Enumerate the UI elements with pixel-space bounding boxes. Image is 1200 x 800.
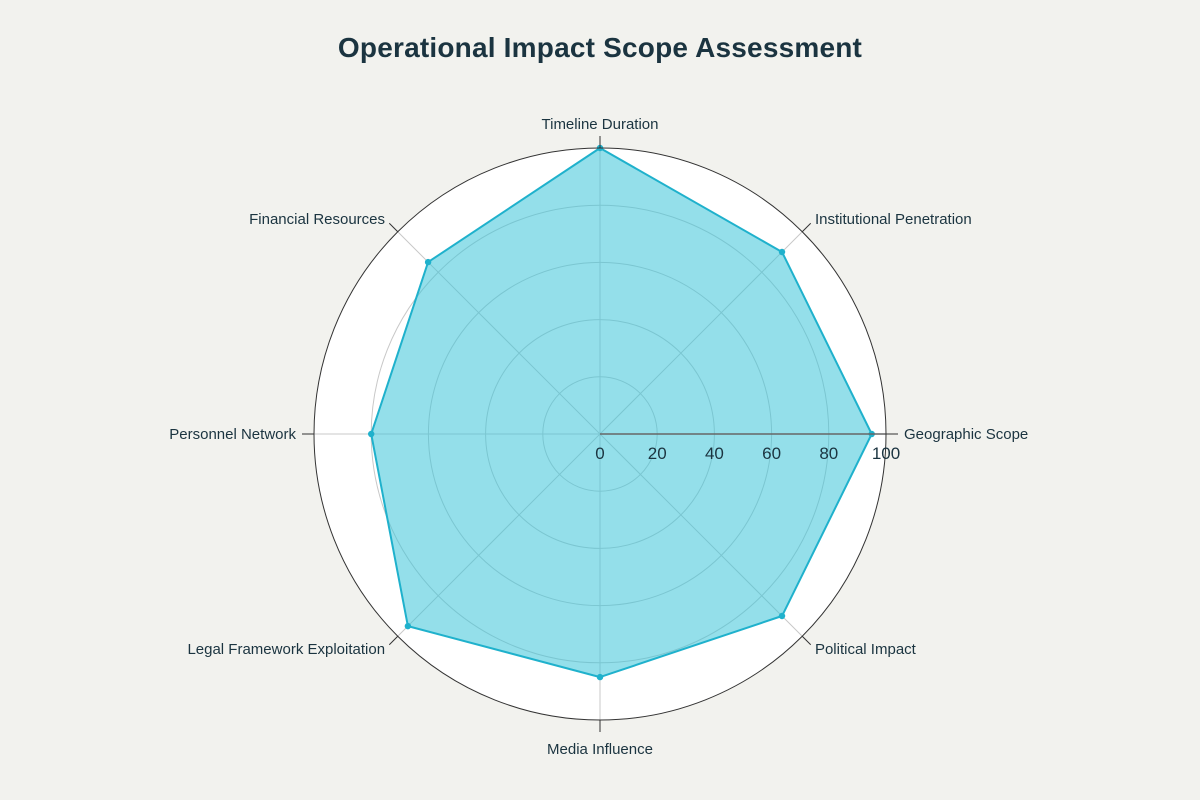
data-point-7 bbox=[778, 612, 786, 620]
outer-tick-7 bbox=[801, 635, 812, 646]
data-point-3 bbox=[424, 258, 432, 266]
category-label-6: Media Influence bbox=[547, 741, 653, 758]
radial-tick-label-40: 40 bbox=[705, 444, 724, 463]
radial-tick-label-80: 80 bbox=[819, 444, 838, 463]
category-label-2: Timeline Duration bbox=[542, 116, 659, 133]
data-point-6 bbox=[596, 673, 604, 681]
category-label-5: Legal Framework Exploitation bbox=[187, 641, 385, 658]
category-label-7: Political Impact bbox=[815, 641, 917, 658]
data-point-1 bbox=[778, 248, 786, 256]
category-label-0: Geographic Scope bbox=[904, 426, 1028, 443]
category-label-4: Personnel Network bbox=[169, 426, 296, 443]
data-point-5 bbox=[404, 622, 412, 630]
radial-tick-label-0: 0 bbox=[595, 444, 604, 463]
outer-tick-5 bbox=[388, 635, 399, 646]
category-label-1: Institutional Penetration bbox=[815, 211, 972, 228]
radial-tick-label-60: 60 bbox=[762, 444, 781, 463]
category-label-3: Financial Resources bbox=[249, 211, 385, 228]
outer-tick-1 bbox=[801, 222, 812, 233]
chart-title: Operational Impact Scope Assessment bbox=[337, 32, 863, 63]
radial-tick-label-100: 100 bbox=[872, 444, 900, 463]
outer-tick-3 bbox=[388, 222, 399, 233]
radial-tick-label-20: 20 bbox=[648, 444, 667, 463]
data-point-4 bbox=[368, 430, 375, 438]
